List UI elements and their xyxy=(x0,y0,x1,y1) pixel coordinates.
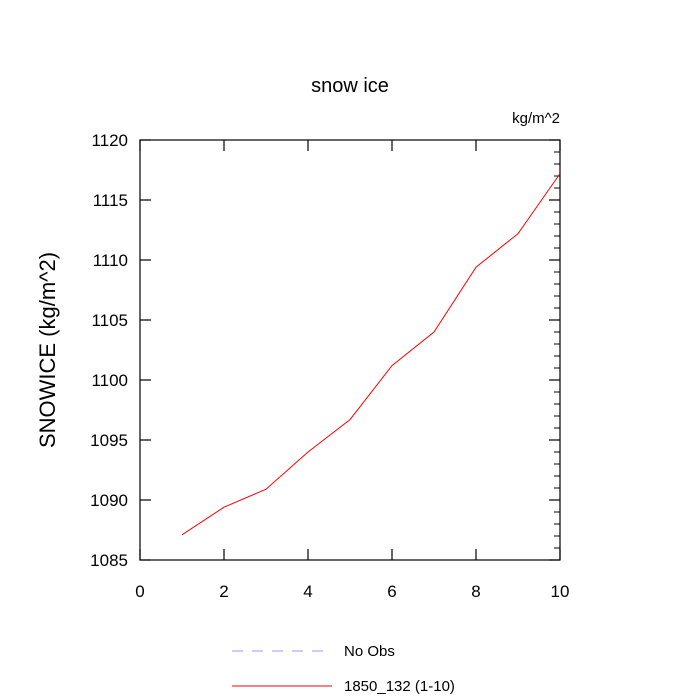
x-tick-label: 10 xyxy=(551,582,570,601)
y-tick-label: 1090 xyxy=(90,491,128,510)
units-label: kg/m^2 xyxy=(512,110,560,127)
y-tick-label: 1120 xyxy=(91,131,128,150)
x-tick-labels: 0 2 4 6 8 10 xyxy=(135,582,569,601)
y-tick-labels: 1085 1090 1095 1100 1105 1110 1115 1120 xyxy=(90,131,128,570)
legend: No Obs 1850_132 (1-10) xyxy=(232,643,455,695)
series-line-1 xyxy=(181,173,561,536)
series-lines xyxy=(181,173,561,536)
y-tick-label: 1085 xyxy=(90,551,128,570)
y-tick-label: 1105 xyxy=(91,311,128,330)
y-axis-label: SNOWICE (kg/m^2) xyxy=(35,252,60,448)
y-tick-label: 1115 xyxy=(93,191,128,210)
plot-frame xyxy=(139,139,561,561)
legend-label: No Obs xyxy=(344,643,395,660)
x-tick-label: 0 xyxy=(135,582,144,601)
x-tick-label: 6 xyxy=(387,582,396,601)
y-tick-label: 1110 xyxy=(93,251,128,270)
chart-title: snow ice xyxy=(311,75,389,97)
y-tick-label: 1095 xyxy=(90,431,128,450)
y-tick-label: 1100 xyxy=(91,371,128,390)
axis-ticks xyxy=(139,139,561,561)
x-tick-label: 8 xyxy=(471,582,480,601)
x-tick-label: 2 xyxy=(219,582,228,601)
x-tick-label: 4 xyxy=(303,582,312,601)
legend-label: 1850_132 (1-10) xyxy=(344,678,455,695)
